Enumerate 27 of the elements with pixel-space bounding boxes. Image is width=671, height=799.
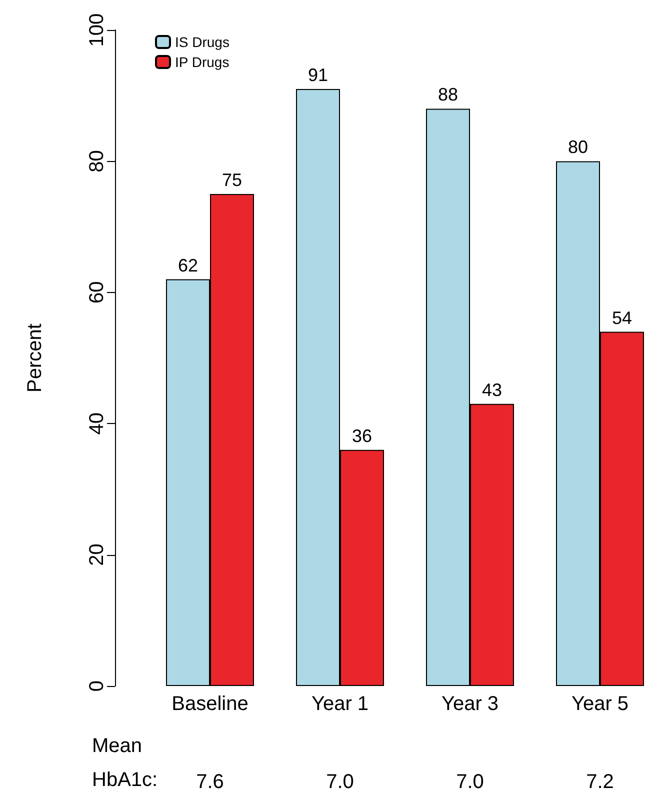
- y-axis-title: Percent: [24, 323, 46, 392]
- text: HbA1c:: [92, 769, 158, 791]
- data-label: 54: [612, 308, 632, 328]
- y-tick-label: 100: [86, 13, 108, 47]
- x-tick-label: Year 1: [311, 693, 369, 715]
- y-tick-label: 20: [86, 544, 108, 566]
- data-label: 91: [308, 65, 328, 86]
- y-tick-label: 0: [86, 680, 108, 692]
- x-tick-label: Baseline: [172, 693, 248, 715]
- data-label: 36: [352, 426, 372, 446]
- text: 7.0: [326, 771, 354, 793]
- legend-label: IS Drugs: [175, 34, 230, 50]
- text: 7.0: [456, 771, 484, 793]
- y-tick-label: 60: [86, 281, 108, 304]
- data-label: 43: [482, 380, 502, 400]
- y-tick-label: 80: [86, 150, 108, 172]
- text: 7.2: [586, 771, 614, 793]
- text: 7.6: [196, 771, 224, 793]
- data-label: 80: [568, 137, 588, 158]
- x-tick-label: Year 3: [441, 693, 499, 715]
- text: Mean: [92, 735, 142, 757]
- data-label: 62: [178, 255, 198, 276]
- y-tick-label: 40: [86, 412, 108, 435]
- data-label: 75: [222, 170, 242, 190]
- legend-label: IP Drugs: [175, 54, 230, 70]
- data-label: 88: [438, 84, 458, 105]
- x-tick-label: Year 5: [571, 693, 629, 715]
